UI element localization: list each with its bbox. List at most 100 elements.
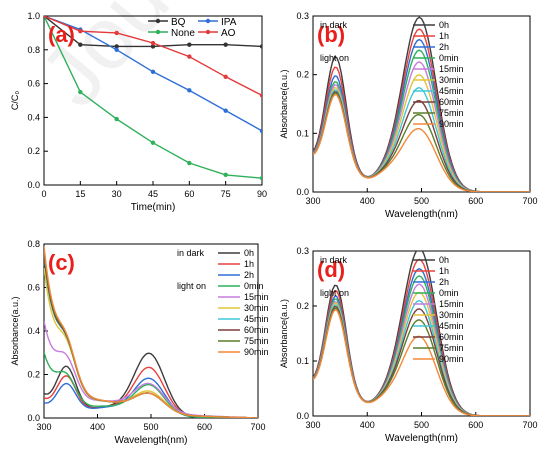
y-tick-label: 0.2	[296, 70, 309, 80]
legend-label-0h: 0h	[439, 20, 449, 30]
legend-label-75min: 75min	[244, 336, 269, 346]
legend-group-label: light on	[320, 288, 349, 298]
legend-marker-None	[155, 29, 161, 35]
panel-label: (c)	[48, 250, 75, 275]
y-tick-label: 0.4	[27, 326, 40, 336]
x-axis-label: Time(min)	[131, 202, 176, 213]
legend-label-30min: 30min	[439, 310, 464, 320]
panel-label: (b)	[317, 22, 345, 47]
series-group	[44, 16, 262, 181]
legend-label-BQ: BQ	[171, 17, 186, 28]
legend-label-45min: 45min	[244, 314, 269, 324]
data-point-AO	[44, 16, 47, 19]
y-tick-label: 0.0	[296, 187, 309, 197]
legend-label-90min: 90min	[439, 119, 464, 129]
data-point-AO	[259, 93, 262, 98]
data-point-IPA	[150, 69, 156, 74]
y-tick-label: 0.1	[296, 356, 309, 366]
data-point-None	[114, 116, 119, 122]
legend-label-None: None	[171, 28, 195, 39]
legend-marker-AO	[205, 29, 211, 35]
x-tick-label: 700	[522, 420, 537, 430]
x-tick-label: 500	[414, 420, 429, 430]
legend-label-15min: 15min	[439, 299, 464, 309]
data-point-None	[78, 89, 83, 95]
x-tick-label: 300	[36, 422, 51, 432]
y-axis-label: Absorbance(a.u.)	[279, 69, 289, 138]
x-axis-label: Wavelength(nm)	[385, 433, 458, 444]
y-tick-label: 0.6	[27, 283, 40, 293]
data-point-IPA	[114, 47, 119, 52]
x-tick-label: 0	[41, 189, 46, 199]
data-point-None	[223, 172, 228, 178]
x-tick-label: 400	[90, 422, 105, 432]
legend-label-15min: 15min	[244, 292, 269, 302]
legend-label-75min: 75min	[439, 108, 464, 118]
legend-label-60min: 60min	[439, 97, 464, 107]
y-axis-label: Absorbance(a.u.)	[279, 299, 289, 368]
data-point-None	[187, 160, 192, 166]
legend-marker-IPA	[205, 18, 211, 24]
series-group	[313, 251, 530, 416]
legend-label-1h: 1h	[439, 266, 449, 276]
legend-label-45min: 45min	[439, 86, 464, 96]
legend-label-90min: 90min	[244, 347, 269, 357]
panel-a: 0 15 30 45 60 75 90 0.0 0.2 0.4 0.6 0.8 1.0 Time(min)…	[10, 11, 267, 213]
series-line-90min	[44, 246, 258, 418]
legend-label-60min: 60min	[439, 332, 464, 342]
x-tick-label: 300	[305, 420, 320, 430]
data-point-AO	[223, 74, 228, 80]
data-point-IPA	[259, 128, 262, 134]
x-axis-label: Wavelength(nm)	[115, 435, 188, 446]
x-axis-label: Wavelength(nm)	[385, 209, 458, 220]
series-line-30min	[313, 74, 530, 192]
y-tick-label: 0.0	[27, 180, 40, 190]
legend-label-2h: 2h	[439, 277, 449, 287]
y-tick-label: 0.8	[27, 45, 40, 55]
x-tick-label: 600	[468, 196, 483, 206]
data-point-None	[150, 140, 156, 145]
data-point-BQ	[150, 44, 156, 49]
legend-label-75min: 75min	[439, 343, 464, 353]
x-tick-label: 700	[522, 196, 537, 206]
x-tick-label: 600	[468, 420, 483, 430]
data-point-AO	[114, 30, 119, 36]
series-line-0h	[313, 16, 530, 192]
panel-b: 300 400 500 600 700 0.0 0.1 0.2 0.3 Wavelength(nm…	[279, 11, 538, 220]
legend-group-label: light on	[177, 281, 206, 291]
legend-label-30min: 30min	[439, 75, 464, 85]
x-tick-label: 500	[414, 196, 429, 206]
data-point-BQ	[223, 42, 228, 47]
panel-c: 300 400 500 600 700 0.0 0.2 0.4 0.6 0.8 Wavelength…	[10, 239, 269, 446]
series-line-90min	[313, 93, 530, 192]
legend-label-15min: 15min	[439, 64, 464, 74]
x-tick-label: 15	[75, 189, 85, 199]
series-group	[44, 246, 258, 418]
x-tick-label: 600	[197, 422, 212, 432]
y-tick-label: 0.2	[27, 146, 40, 156]
y-tick-label: 0.8	[27, 239, 40, 249]
x-tick-label: 75	[221, 189, 231, 199]
legend-label-30min: 30min	[244, 303, 269, 313]
legend-label-1h: 1h	[244, 259, 254, 269]
y-tick-label: 0.3	[296, 11, 309, 21]
data-point-AO	[78, 29, 83, 34]
legend-label-0min: 0min	[244, 281, 264, 291]
data-point-BQ	[78, 42, 83, 47]
x-tick-label: 30	[112, 189, 122, 199]
y-tick-label: 0.6	[27, 79, 40, 89]
y-tick-label: 0.0	[27, 413, 40, 423]
panel-label: (a)	[48, 22, 75, 47]
legend-label-2h: 2h	[244, 270, 254, 280]
y-axis-label: Absorbance(a.u.)	[10, 296, 20, 365]
data-point-BQ	[259, 44, 262, 49]
data-point-BQ	[114, 44, 119, 49]
legend-group-label: light on	[320, 53, 349, 63]
x-tick-label: 400	[360, 420, 375, 430]
y-tick-label: 0.2	[296, 301, 309, 311]
legend-group-label: in dark	[177, 248, 205, 258]
legend-label-IPA: IPA	[221, 17, 237, 28]
data-point-AO	[187, 54, 192, 59]
legend-group-label: in dark	[320, 255, 348, 265]
